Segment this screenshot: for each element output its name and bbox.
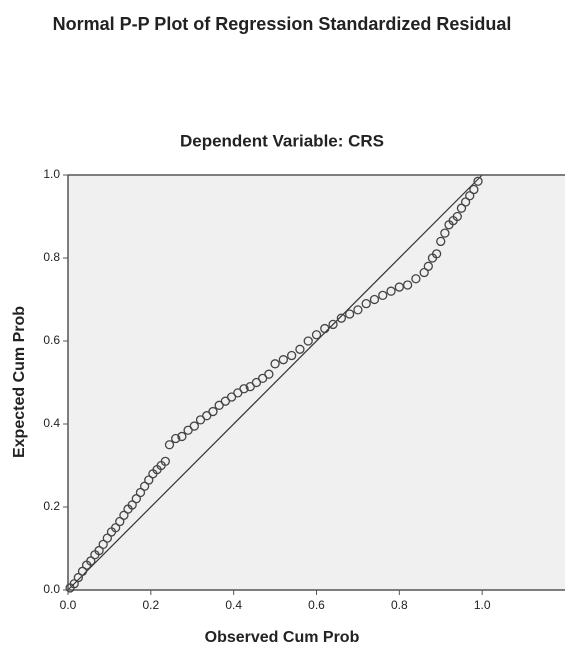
point [361,298,371,309]
x-tick-label: 0.0 [60,598,77,612]
point [456,203,467,213]
point [208,406,218,417]
point [160,456,170,467]
point [436,236,446,247]
point [295,344,305,354]
point [135,487,146,498]
point [251,377,262,388]
point [465,191,475,201]
point [139,481,150,491]
point [245,381,255,392]
point [98,539,108,549]
point [353,305,363,315]
point [440,228,450,238]
point [278,355,289,365]
point [320,323,330,334]
point [303,336,313,346]
point [386,286,396,296]
point [131,494,141,504]
point [202,411,212,421]
point [431,249,442,259]
x-tick-label: 0.2 [142,598,159,612]
chart-title: Normal P-P Plot of Regression Standardiz… [52,14,512,34]
point [189,421,199,431]
point [214,400,224,410]
point [183,425,193,435]
point [378,290,388,301]
y-tick-label: 0.6 [43,333,60,347]
point [344,309,355,319]
point [336,313,347,323]
point [127,500,137,510]
y-tick-label: 1.0 [43,167,60,181]
x-tick-label: 0.6 [308,598,325,612]
point [86,556,96,566]
point [473,176,483,186]
point [144,475,154,485]
point [328,319,338,330]
y-tick-label: 0.2 [43,499,60,513]
point [270,359,280,369]
point [258,373,268,384]
y-axis-label: Expected Cum Prob [11,306,28,458]
point [119,510,129,520]
y-tick-label: 0.8 [43,250,60,264]
point [73,572,84,583]
point [77,566,88,576]
point [369,294,380,305]
point [452,211,462,222]
x-tick-label: 0.4 [225,598,242,612]
point [233,388,243,398]
point [460,197,471,207]
x-tick-label: 0.8 [391,598,408,612]
point [226,392,237,402]
point [195,415,206,425]
point [94,545,104,556]
point [171,433,181,444]
point [239,384,249,394]
point [264,369,274,379]
chart-subtitle: Dependent Variable: CRS [180,131,384,150]
point [419,267,429,278]
point [423,261,433,271]
point [286,350,297,361]
point [164,440,175,450]
point [402,280,413,290]
x-tick-label: 1.0 [474,598,491,612]
point [394,282,404,292]
point [411,274,421,284]
plot-area [68,175,565,590]
point [69,579,79,589]
point [220,396,231,406]
point [311,330,322,340]
point [110,523,121,533]
point [177,431,187,442]
y-tick-label: 0.4 [43,416,60,430]
point [115,516,125,527]
reference-line [67,174,483,591]
point [102,533,112,543]
point [469,184,479,195]
x-axis-label: Observed Cum Prob [205,629,360,646]
y-tick-label: 0.0 [43,582,60,596]
